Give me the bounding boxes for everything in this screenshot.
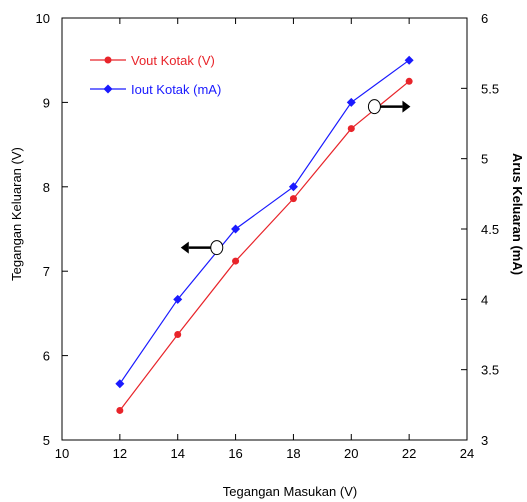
x-tick-label: 18: [286, 446, 300, 461]
series-1-point: [405, 77, 413, 85]
legend-series-1-label: Vout Kotak (V): [131, 53, 215, 68]
series-1-point: [174, 331, 182, 338]
arrow-left-icon: [180, 241, 189, 254]
series-2-point: [346, 97, 356, 107]
left-y-tick-label: 10: [36, 11, 50, 26]
x-tick-label: 22: [402, 446, 416, 461]
right-y-axis-title: Arus Keluaran (mA): [510, 153, 525, 275]
series-1-point: [289, 195, 297, 203]
left-y-tick-label: 9: [43, 95, 50, 110]
left-y-axis-title: Tegangan Keluaran (V): [9, 147, 24, 281]
right-y-tick-label: 5.5: [481, 81, 499, 96]
right-y-tick-label: 5: [481, 152, 488, 167]
x-tick-label: 10: [55, 446, 69, 461]
series-layer: [115, 55, 414, 414]
left-y-tick-label: 6: [43, 349, 50, 364]
right-y-tick-label: 4.5: [481, 222, 499, 237]
x-tick-label: 14: [170, 446, 184, 461]
series-1-line: [119, 80, 410, 411]
left-y-tick-label: 7: [43, 264, 50, 279]
left-y-tick-label: 5: [43, 433, 50, 448]
series-2-point: [115, 379, 125, 389]
arrow-right-icon: [402, 100, 411, 113]
x-axis-title: Tegangan Masukan (V): [223, 484, 357, 499]
series-2-line: [119, 59, 410, 385]
series-1-point: [116, 406, 124, 414]
series-1-point: [232, 257, 240, 265]
x-tick-label: 24: [460, 446, 474, 461]
series-2-point: [404, 55, 414, 65]
legend: Vout Kotak (V) Iout Kotak (mA): [90, 53, 221, 97]
legend-series-1-swatch-marker: [104, 56, 112, 64]
right-y-tick-label: 4: [481, 292, 488, 307]
x-tick-label: 20: [344, 446, 358, 461]
legend-series-2-swatch-marker: [103, 84, 113, 94]
axis-indicator-circle: [210, 240, 224, 256]
series-2-point: [288, 182, 298, 192]
legend-series-2-label: Iout Kotak (mA): [131, 82, 221, 97]
series-1-point: [347, 125, 355, 133]
left-y-tick-label: 8: [43, 180, 50, 195]
x-axis-ticks: 10 12 14 16 18 20 22 24: [55, 18, 474, 461]
annotation-layer: [180, 99, 411, 256]
series-2-point: [173, 294, 183, 304]
right-y-axis-ticks: 3 3.5 4 4.5 5 5.5 6: [461, 11, 499, 448]
right-y-tick-label: 6: [481, 11, 488, 26]
x-tick-label: 12: [113, 446, 127, 461]
x-tick-label: 16: [228, 446, 242, 461]
series-2-point: [231, 224, 241, 234]
right-y-tick-label: 3.5: [481, 363, 499, 378]
right-y-tick-label: 3: [481, 433, 488, 448]
left-y-axis-ticks: 5 6 7 8 9 10: [36, 11, 68, 448]
axis-indicator-circle: [367, 99, 381, 115]
